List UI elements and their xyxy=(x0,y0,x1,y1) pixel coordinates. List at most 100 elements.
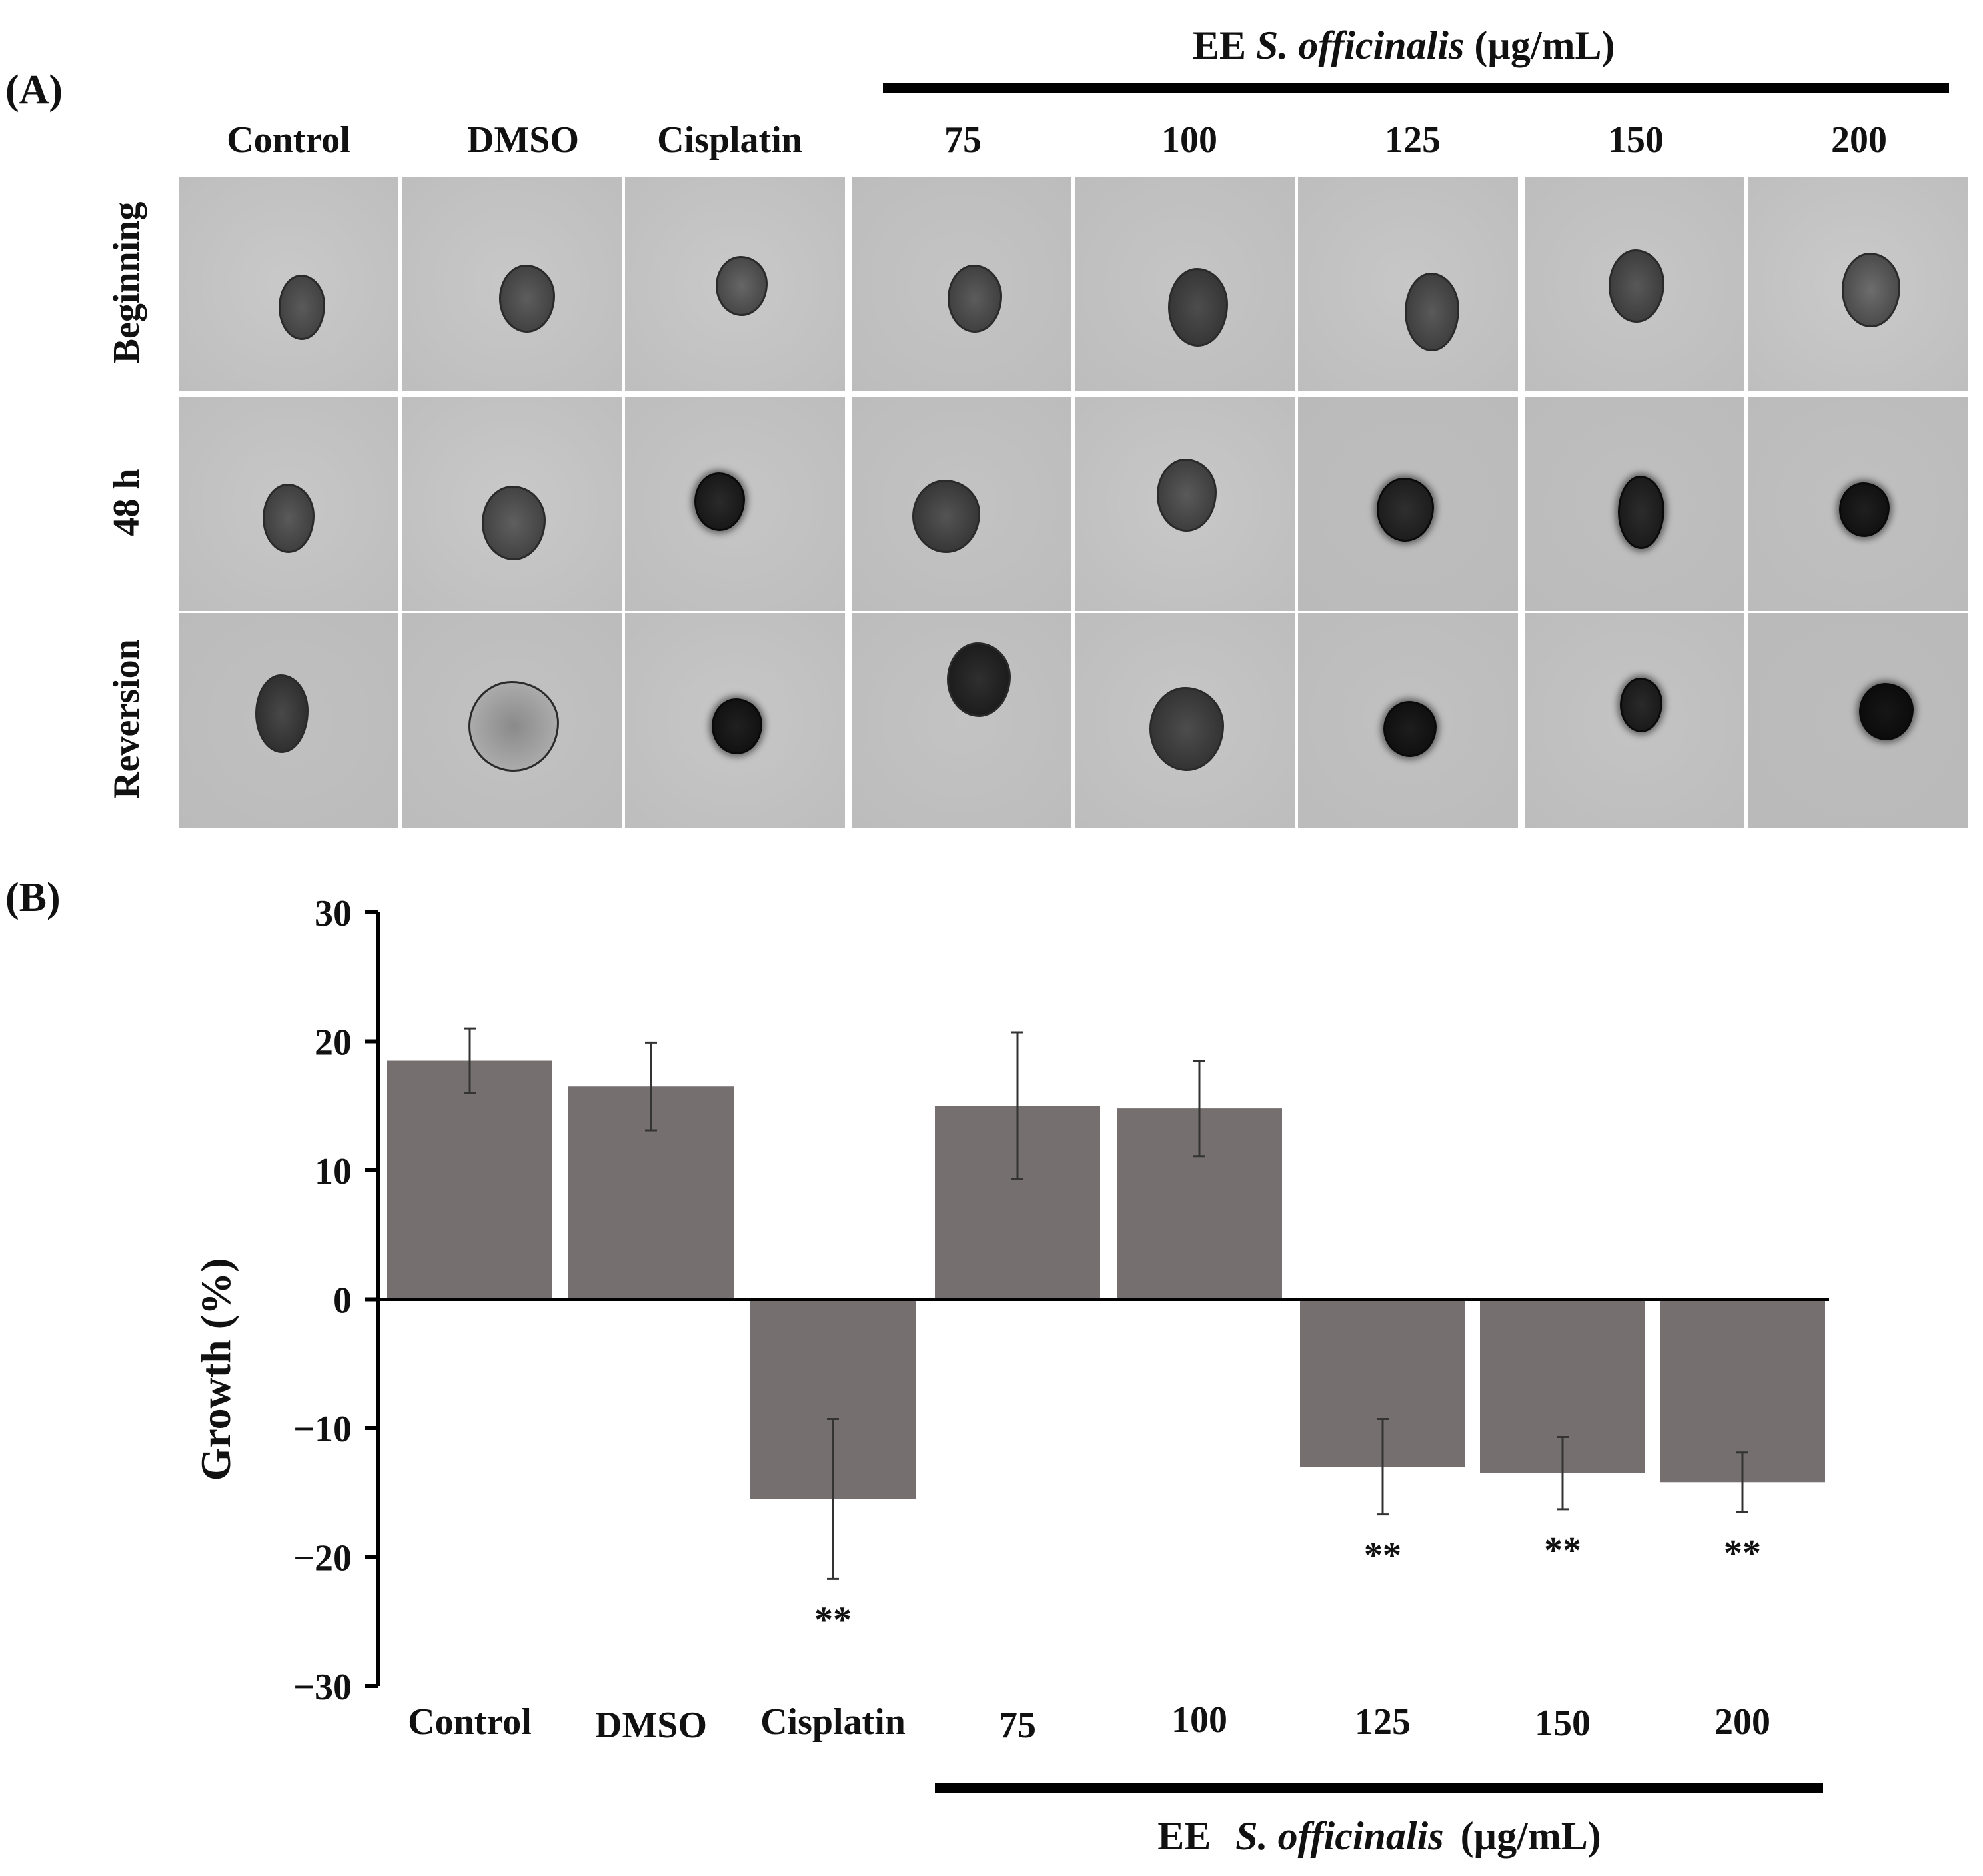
spheroid xyxy=(1383,700,1437,757)
y-tick-label: 20 xyxy=(315,1022,352,1064)
error-bar-75 xyxy=(1011,1031,1023,1181)
x-tick-label-cisplatin: Cisplatin xyxy=(760,1701,906,1743)
spheroid-image-reversion-200 xyxy=(1748,613,1968,828)
spheroid-image-48-h-75 xyxy=(852,397,1071,611)
error-bar-125 xyxy=(1377,1417,1389,1516)
y-tick-label: 30 xyxy=(315,893,352,934)
panel-a-group-title: EE S. officinalis (µg/mL) xyxy=(1193,23,1615,69)
spheroid xyxy=(482,485,546,560)
spheroid-image-48-h-100 xyxy=(1075,397,1295,611)
significance-150: ** xyxy=(1544,1530,1581,1571)
spheroid-image-48-h-dmso xyxy=(402,397,622,611)
significance-cisplatin: ** xyxy=(814,1599,852,1641)
chart-group-title-unit: (µg/mL) xyxy=(1461,1814,1601,1858)
spheroid xyxy=(712,698,762,755)
spheroid-image-reversion-control xyxy=(179,613,398,828)
y-axis-label: Growth (%) xyxy=(192,1258,239,1481)
x-tick-label-75: 75 xyxy=(999,1705,1036,1746)
x-tick-label-dmso: DMSO xyxy=(595,1705,707,1746)
column-header-dmso: DMSO xyxy=(467,119,579,161)
column-header-cisplatin: Cisplatin xyxy=(657,119,802,161)
spheroid xyxy=(498,265,555,333)
spheroid xyxy=(468,681,559,772)
tile-background xyxy=(1748,613,1968,828)
significance-125: ** xyxy=(1364,1535,1401,1577)
column-header-100: 100 xyxy=(1161,119,1217,161)
spheroid-image-beginning-125 xyxy=(1298,177,1518,391)
spheroid-image-48-h-125 xyxy=(1298,397,1518,611)
spheroid xyxy=(1167,268,1228,347)
spheroid-image-48-h-150 xyxy=(1525,397,1744,611)
chart-group-title-prefix: EE xyxy=(1157,1814,1211,1858)
column-header-200: 200 xyxy=(1831,119,1887,161)
error-bar-100 xyxy=(1193,1060,1205,1158)
panel-a-group-bracket xyxy=(883,83,1949,93)
spheroid xyxy=(1609,249,1664,323)
column-header-control: Control xyxy=(227,119,350,161)
x-tick-label-control: Control xyxy=(408,1701,532,1743)
column-header-75: 75 xyxy=(944,119,982,161)
row-header-beginning: Beginning xyxy=(106,201,147,364)
spheroid xyxy=(912,480,980,554)
spheroid-image-beginning-dmso xyxy=(402,177,622,391)
spheroid-image-reversion-75 xyxy=(852,613,1071,828)
error-bar-150 xyxy=(1557,1436,1569,1511)
column-header-150: 150 xyxy=(1608,119,1664,161)
spheroid-image-reversion-dmso xyxy=(402,613,622,828)
spheroid-image-reversion-150 xyxy=(1525,613,1744,828)
panel-a-label: (A) xyxy=(5,67,63,113)
spheroid xyxy=(278,275,325,341)
spheroid xyxy=(715,256,768,316)
y-tick-label: 10 xyxy=(315,1151,352,1192)
x-tick-label-150: 150 xyxy=(1535,1703,1591,1744)
spheroid-image-reversion-100 xyxy=(1075,613,1295,828)
group-title-species: S. officinalis xyxy=(1256,23,1465,67)
error-bar-dmso xyxy=(645,1041,657,1132)
spheroid-image-reversion-cisplatin xyxy=(625,613,845,828)
x-tick-label-200: 200 xyxy=(1714,1701,1770,1743)
spheroid-image-beginning-75 xyxy=(852,177,1071,391)
y-tick-label: −10 xyxy=(293,1409,352,1450)
spheroid xyxy=(947,642,1011,717)
y-tick-label: −30 xyxy=(293,1667,352,1708)
y-tick-label: −20 xyxy=(293,1538,352,1579)
spheroid-image-beginning-150 xyxy=(1525,177,1744,391)
spheroid-image-48-h-cisplatin xyxy=(625,397,845,611)
spheroid xyxy=(1377,478,1435,542)
spheroid-image-beginning-cisplatin xyxy=(625,177,845,391)
x-tick-label-100: 100 xyxy=(1171,1699,1227,1741)
panel-b-label: (B) xyxy=(5,875,61,920)
chart-group-title: EE S. officinalis (µg/mL) xyxy=(1157,1814,1601,1858)
row-header-48-h: 48 h xyxy=(106,469,147,536)
error-bar-control xyxy=(464,1027,476,1094)
spheroid xyxy=(262,484,315,554)
group-title-prefix: EE xyxy=(1193,23,1247,67)
spheroid xyxy=(1405,272,1459,351)
column-header-125: 125 xyxy=(1385,119,1441,161)
spheroid xyxy=(1838,482,1890,538)
spheroid-image-beginning-control xyxy=(179,177,398,391)
error-bar-200 xyxy=(1736,1451,1748,1513)
spheroid xyxy=(694,472,745,531)
spheroid xyxy=(1157,458,1217,532)
chart-group-title-species: S. officinalis xyxy=(1235,1814,1443,1858)
chart-group-bracket xyxy=(935,1783,1823,1793)
group-title-unit: (µg/mL) xyxy=(1474,23,1615,67)
spheroid-image-reversion-125 xyxy=(1298,613,1518,828)
spheroid xyxy=(1841,253,1900,328)
tile-background xyxy=(852,613,1071,828)
spheroid-image-48-h-200 xyxy=(1748,397,1968,611)
spheroid xyxy=(947,265,1002,333)
error-bar-cisplatin xyxy=(827,1417,839,1580)
spheroid xyxy=(255,674,309,754)
spheroid-image-beginning-100 xyxy=(1075,177,1295,391)
spheroid xyxy=(1617,475,1664,549)
spheroid xyxy=(1149,686,1224,771)
bar-control xyxy=(387,1060,552,1300)
tile-background xyxy=(1298,177,1518,391)
significance-200: ** xyxy=(1724,1533,1761,1574)
x-tick-label-125: 125 xyxy=(1355,1701,1411,1743)
spheroid-image-beginning-200 xyxy=(1748,177,1968,391)
y-tick-label: 0 xyxy=(333,1280,352,1322)
